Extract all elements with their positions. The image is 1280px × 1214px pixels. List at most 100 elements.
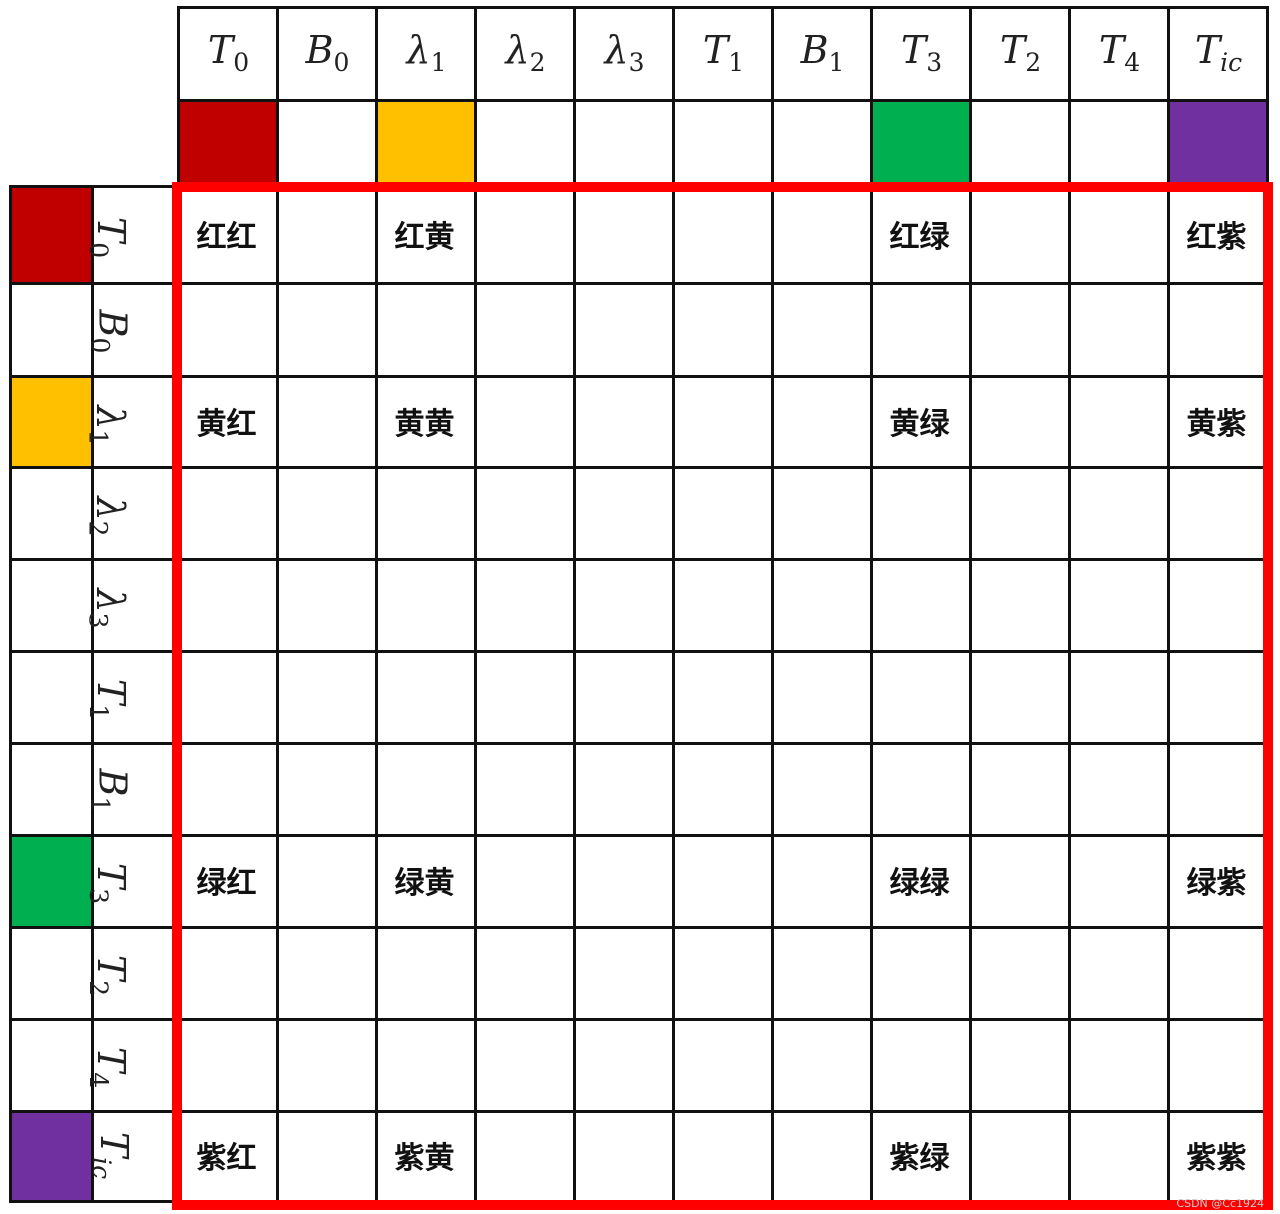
column-color-swatch xyxy=(573,99,675,188)
matrix-cell xyxy=(177,466,279,561)
row-color-swatch xyxy=(9,650,94,745)
label-base: T xyxy=(88,679,133,705)
row-header-cell xyxy=(91,1110,180,1203)
matrix-cell xyxy=(1167,375,1269,469)
matrix-cell xyxy=(375,1110,477,1203)
row-color-swatch xyxy=(9,185,94,285)
matrix-cell xyxy=(573,926,675,1021)
matrix-cell xyxy=(276,185,378,285)
matrix-cell xyxy=(1068,1018,1170,1113)
matrix-cell-text: 紫紫 xyxy=(1186,1141,1247,1176)
label-subscript: 0 xyxy=(333,47,350,77)
row-header-label: Tic xyxy=(87,1132,136,1179)
matrix-cell xyxy=(474,742,576,837)
row-header-label: λ3 xyxy=(83,589,132,629)
matrix-cell xyxy=(375,466,477,561)
label-subscript: 3 xyxy=(628,47,645,77)
label-subscript: ic xyxy=(86,1157,116,1180)
label-subscript: 4 xyxy=(1124,47,1141,77)
row-header-cell xyxy=(91,558,180,653)
row-color-swatch xyxy=(9,282,94,378)
matrix-cell xyxy=(276,834,378,929)
row-header-label: λ1 xyxy=(83,405,132,445)
matrix-cell xyxy=(771,375,873,469)
matrix-cell xyxy=(969,834,1071,929)
matrix-cell xyxy=(573,375,675,469)
matrix-cell xyxy=(474,466,576,561)
matrix-cell xyxy=(870,650,972,745)
matrix-cell xyxy=(375,558,477,653)
matrix-cell-text: 紫黄 xyxy=(394,1141,455,1176)
matrix-cell xyxy=(672,1110,774,1203)
row-header-label: B1 xyxy=(85,769,134,813)
matrix-cell xyxy=(177,926,279,1021)
column-header-label: λ1 xyxy=(407,28,447,77)
matrix-cell xyxy=(474,834,576,929)
label-subscript: 1 xyxy=(430,47,447,77)
row-header-label: T0 xyxy=(84,217,133,258)
matrix-cell xyxy=(870,834,972,929)
matrix-cell xyxy=(276,650,378,745)
label-base: T xyxy=(207,27,234,72)
row-color-swatch xyxy=(9,834,94,929)
matrix-cell xyxy=(474,1110,576,1203)
matrix-cell xyxy=(771,834,873,929)
matrix-cell xyxy=(1167,1110,1269,1203)
matrix-cell xyxy=(1167,742,1269,837)
label-base: T xyxy=(88,863,133,889)
label-base: T xyxy=(88,1047,133,1073)
matrix-cell xyxy=(375,650,477,745)
label-base: λ xyxy=(88,496,132,521)
matrix-cell xyxy=(1068,282,1170,378)
matrix-cell-text: 黄绿 xyxy=(889,406,950,442)
label-subscript: 3 xyxy=(926,47,943,77)
label-subscript: 1 xyxy=(83,429,112,445)
matrix-cell xyxy=(1167,282,1269,378)
label-base: T xyxy=(1098,27,1125,72)
matrix-cell xyxy=(672,375,774,469)
matrix-cell-text: 绿紫 xyxy=(1186,866,1247,901)
matrix-cell xyxy=(969,1110,1071,1203)
label-base: λ xyxy=(406,27,431,72)
matrix-cell-text: 绿绿 xyxy=(889,866,950,901)
label-base: T xyxy=(1194,27,1221,72)
matrix-cell xyxy=(1068,926,1170,1021)
matrix-cell xyxy=(672,466,774,561)
matrix-cell xyxy=(771,926,873,1021)
label-subscript: 2 xyxy=(83,980,113,997)
column-header-cell xyxy=(870,6,972,102)
label-base: T xyxy=(88,955,133,981)
label-subscript: 2 xyxy=(83,520,112,537)
matrix-cell xyxy=(177,558,279,653)
label-base: λ xyxy=(604,27,629,72)
matrix-cell xyxy=(771,558,873,653)
row-header-label: B0 xyxy=(85,309,134,353)
row-color-swatch xyxy=(9,375,94,469)
matrix-cell xyxy=(1167,1018,1269,1113)
label-base: T xyxy=(88,216,133,243)
matrix-cell xyxy=(276,558,378,653)
matrix-cell xyxy=(870,1018,972,1113)
column-color-swatch xyxy=(474,99,576,188)
row-header-label: T3 xyxy=(84,863,133,904)
row-header-label: T1 xyxy=(84,679,133,720)
matrix-cell-text: 红红 xyxy=(196,219,257,255)
matrix-cell xyxy=(276,742,378,837)
column-header-label: T4 xyxy=(1099,28,1140,77)
matrix-cell xyxy=(672,926,774,1021)
matrix-cell xyxy=(672,1018,774,1113)
matrix-cell xyxy=(573,558,675,653)
row-header-label: T4 xyxy=(84,1047,133,1088)
label-subscript: 3 xyxy=(83,888,113,905)
matrix-cell xyxy=(1167,926,1269,1021)
matrix-cell xyxy=(573,466,675,561)
label-base: T xyxy=(900,27,927,72)
matrix-cell xyxy=(771,466,873,561)
matrix-cell xyxy=(870,926,972,1021)
label-base: λ xyxy=(88,588,132,613)
matrix-cell xyxy=(177,650,279,745)
label-base: T xyxy=(91,1132,136,1158)
row-header-label: λ2 xyxy=(83,497,132,537)
column-color-swatch xyxy=(1167,99,1269,188)
matrix-cell xyxy=(672,650,774,745)
